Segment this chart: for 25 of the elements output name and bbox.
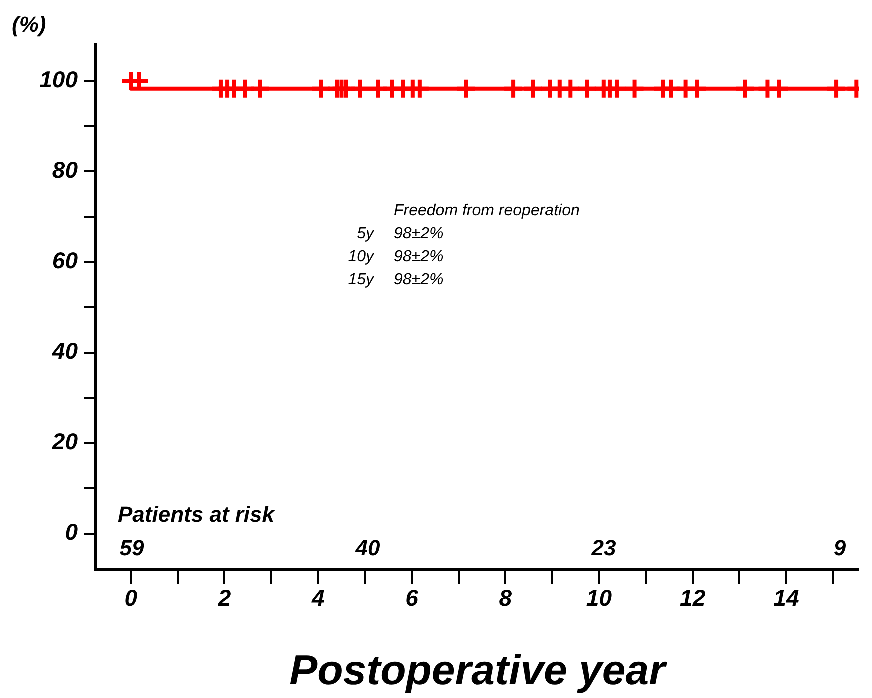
x-tick-label: 2 — [217, 585, 232, 612]
y-tick-label: 100 — [40, 66, 78, 93]
x-tick-label: 12 — [680, 585, 706, 612]
y-tick-label: 60 — [52, 248, 78, 274]
y-tick-label: 20 — [51, 428, 78, 455]
annotation: 9 — [834, 536, 847, 561]
x-tick-label: 6 — [406, 585, 419, 612]
text: 10y 98±2% — [348, 248, 444, 266]
y-axis-title: (%) — [12, 12, 46, 38]
y-tick-label: 80 — [52, 157, 78, 184]
x-axis-title: Postoperative year — [290, 646, 668, 694]
annotation: Patients at risk — [118, 502, 276, 527]
x-tick-label: 4 — [310, 585, 325, 612]
text: 15y 98±2% — [348, 271, 444, 288]
x-tick-label: 10 — [586, 585, 612, 612]
x-tick-label: 8 — [499, 585, 512, 612]
x-tick-label: 0 — [124, 585, 138, 612]
text: 5y 98±2% — [357, 225, 444, 242]
annotation: Freedom from reoperation — [394, 202, 580, 220]
annotation: 40 — [354, 536, 381, 561]
annotation: 23 — [590, 536, 616, 561]
annotation: 59 — [120, 536, 145, 561]
y-tick-label: 0 — [65, 519, 78, 546]
y-tick-label: 40 — [51, 338, 78, 364]
x-tick-label: 14 — [774, 585, 800, 612]
